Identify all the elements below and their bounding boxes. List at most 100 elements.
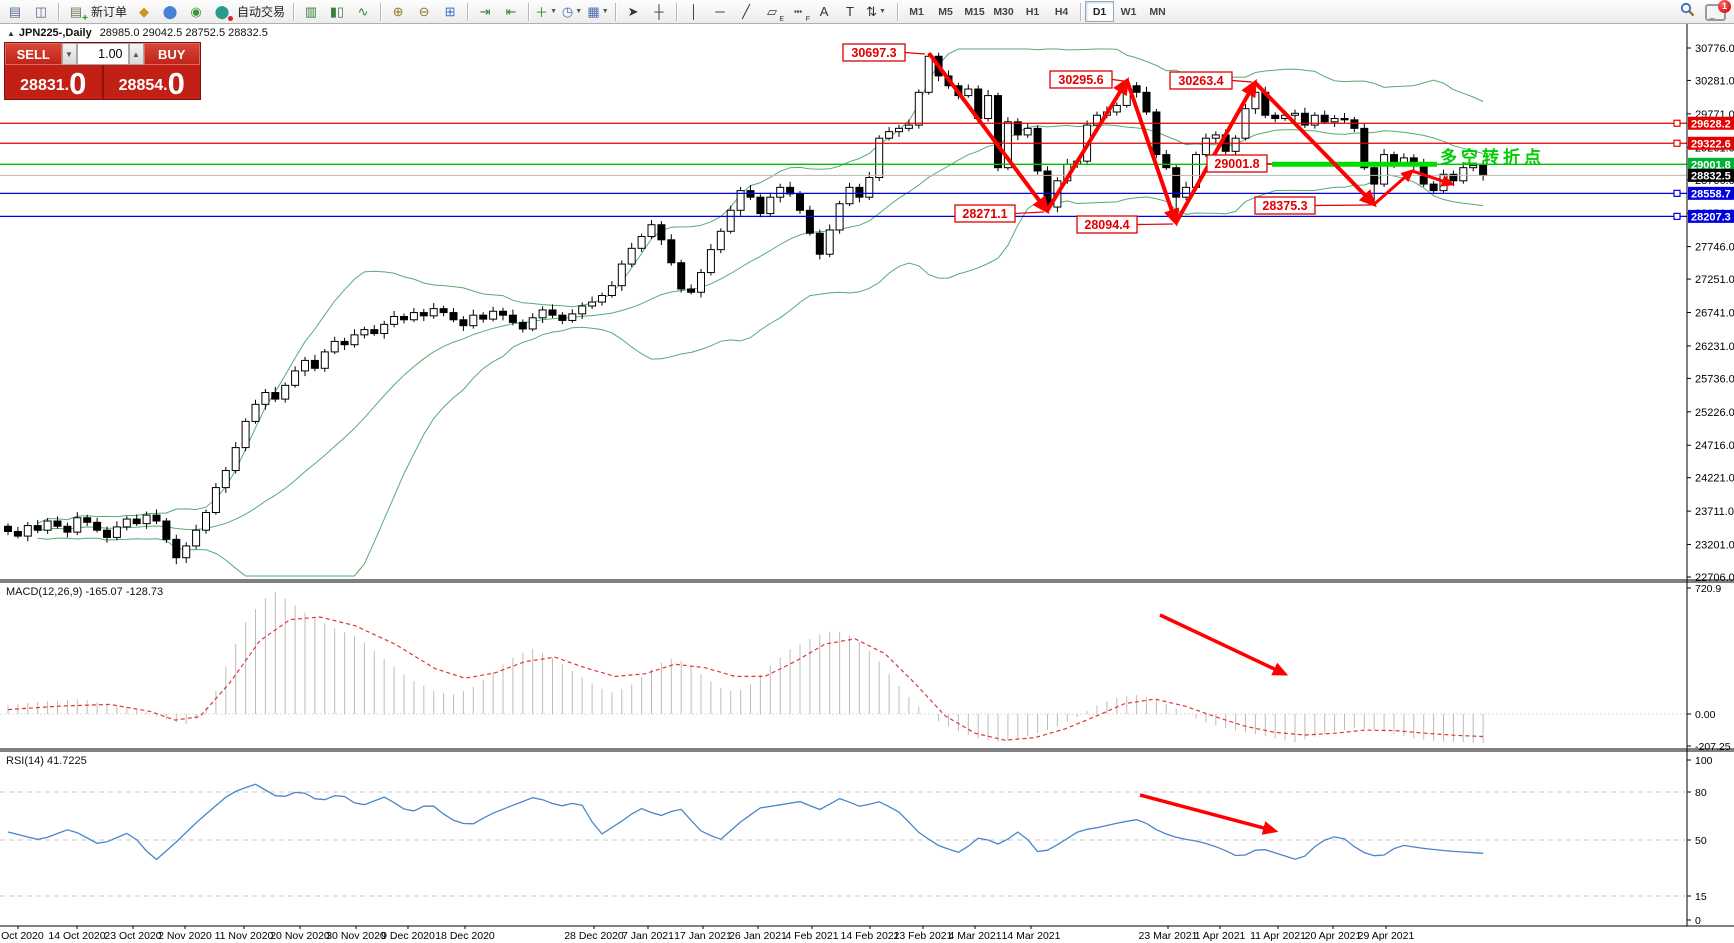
toolbar-separator [58,2,59,21]
notification-badge: 1 [1718,0,1731,13]
svg-text:23711.0: 23711.0 [1695,506,1734,518]
date-tick-label: 14 Feb 2021 [841,930,900,942]
timeframe-h4[interactable]: H4 [1054,5,1069,18]
timeframe-mn[interactable]: MN [1149,5,1166,18]
svg-text:-207.25: -207.25 [1695,741,1731,753]
trend-arrow[interactable] [927,51,1050,215]
auto-scroll-icon[interactable]: ⇥ [479,3,491,19]
zoom-out-icon[interactable]: ⊖ [418,3,430,19]
price-annotation-box[interactable] [1254,196,1316,215]
date-tick-label: 26 Jan 2021 [729,930,787,942]
zoom-in-icon[interactable]: ⊕ [392,3,404,19]
timeframe-d1[interactable]: D1 [1085,1,1115,22]
hline-handle[interactable] [1673,139,1681,147]
templates-icon[interactable]: ▦ ▼ [587,3,609,19]
svg-text:30697.3: 30697.3 [851,46,896,60]
crosshair-icon[interactable]: ┼ [654,4,664,19]
timeframe-h1[interactable]: H1 [1025,5,1040,18]
cursor-icon[interactable]: ➤ [627,3,639,19]
arrows-tool[interactable]: ⇅ ▼ [866,3,886,19]
timeframe-m15[interactable]: M15 [964,5,985,18]
price-annotation-box[interactable] [1169,71,1233,90]
date-tick-label: 4 Mar 2021 [948,930,1001,942]
autotrading-button-label[interactable]: 自动交易 [237,5,286,19]
turning-point-text: 多空转折点 [1440,147,1545,167]
hline-tool[interactable]: ─ [715,4,725,19]
notifications-icon[interactable]: 1 [1705,0,1731,21]
fibonacci-tool[interactable]: ┅ F [794,3,811,23]
hline-handle[interactable] [1673,212,1681,220]
trend-arrow[interactable] [1045,77,1130,213]
trend-arrow[interactable] [1125,79,1180,227]
trend-arrow-small[interactable] [1411,169,1455,187]
price-tag [1688,209,1734,223]
candlestick-chart-icon[interactable]: ▮▯ [329,3,345,19]
line-chart-icon[interactable]: ∿ [357,3,369,19]
svg-text:0: 0 [1695,915,1701,927]
price-tag [1688,186,1734,200]
price-annotation-box[interactable] [1049,70,1113,89]
timeframe-w1[interactable]: W1 [1120,5,1137,18]
periods-icon[interactable]: ◷ ▼ [561,3,583,19]
date-tick-label: 11 Nov 2020 [215,930,274,942]
date-tick-label: 23 Feb 2021 [894,930,953,942]
text-tool[interactable]: A [819,4,829,19]
new-order-button-label[interactable]: 新订单 [91,5,128,19]
price-annotation-box[interactable] [954,204,1016,223]
svg-text:27746.0: 27746.0 [1695,242,1734,254]
date-tick-label: 9 Dec 2020 [381,930,435,942]
strategy-tester-icon[interactable]: ◉ [190,3,202,19]
macd-arrow[interactable] [1159,613,1289,676]
volume-increase-button[interactable]: ▲ [128,43,144,65]
new-order-button[interactable]: ▤ + [69,3,88,24]
buy-price-main: 28854 [118,77,164,94]
timeframe-m30[interactable]: M30 [993,5,1014,18]
date-tick-label: 4 Feb 2021 [785,930,838,942]
timeframe-m5[interactable]: M5 [938,5,953,18]
price-annotation-box[interactable] [1206,154,1268,173]
label-tool[interactable]: T [846,4,854,19]
sell-button[interactable]: SELL [5,43,62,65]
autotrading-button[interactable]: ⬤ [210,1,234,23]
search-icon[interactable] [1680,2,1695,22]
svg-text:29001.8: 29001.8 [1214,157,1259,171]
date-tick-label: 5 Oct 2020 [0,930,44,942]
timeframe-m1[interactable]: M1 [909,5,924,18]
trend-arrow[interactable] [1174,78,1257,224]
date-tick-label: 17 Jan 2021 [674,930,732,942]
volume-input[interactable]: 1.00 [76,43,129,65]
buy-price-big-digit: 0 [167,65,185,101]
svg-text:28832.5: 28832.5 [1691,171,1731,183]
bar-chart-icon[interactable]: ▥ [304,3,318,19]
svg-text:28094.4: 28094.4 [1084,218,1129,232]
terminal-icon[interactable]: ⬤ [162,3,178,19]
depth-of-market-icon[interactable]: ◆ [139,3,150,19]
hline-handle[interactable] [1673,119,1681,127]
svg-text:30263.4: 30263.4 [1178,74,1223,88]
data-window-icon[interactable]: ◫ [34,3,48,19]
chart-shift-icon[interactable]: ⇤ [505,3,517,19]
symbol-label: JPN225-,Daily [18,27,92,39]
indicators-icon[interactable]: ＋ ▼ [535,5,557,20]
sell-price[interactable]: 28831. 0 [5,65,102,99]
price-annotation-box[interactable] [1076,215,1138,234]
trend-arrow-small[interactable] [1373,168,1415,206]
price-annotation-box[interactable] [842,43,906,62]
price-tag [1688,136,1734,150]
trend-arrow[interactable] [1253,81,1377,208]
tile-windows-icon[interactable]: ⊞ [444,3,456,19]
hline-handle[interactable] [1673,189,1681,197]
buy-button[interactable]: BUY [143,43,200,65]
market-watch-icon[interactable]: ▤ [8,3,22,19]
chart-canvas[interactable]: 30776.030281.029771.029261.028766.028256… [0,24,1734,943]
rsi-arrow[interactable] [1139,793,1279,835]
sell-price-point: . [64,77,70,94]
collapse-icon[interactable]: ▲ [7,29,15,38]
volume-decrease-button[interactable]: ▼ [61,43,77,65]
buy-price[interactable]: 28854. 0 [104,65,201,99]
channel-tool[interactable]: ▱ E [767,3,785,23]
panel-divider [101,65,104,99]
trendline-tool[interactable]: ╱ [742,3,750,19]
chart-window[interactable]: 30776.030281.029771.029261.028766.028256… [0,24,1734,943]
vline-tool[interactable]: │ [689,4,699,19]
